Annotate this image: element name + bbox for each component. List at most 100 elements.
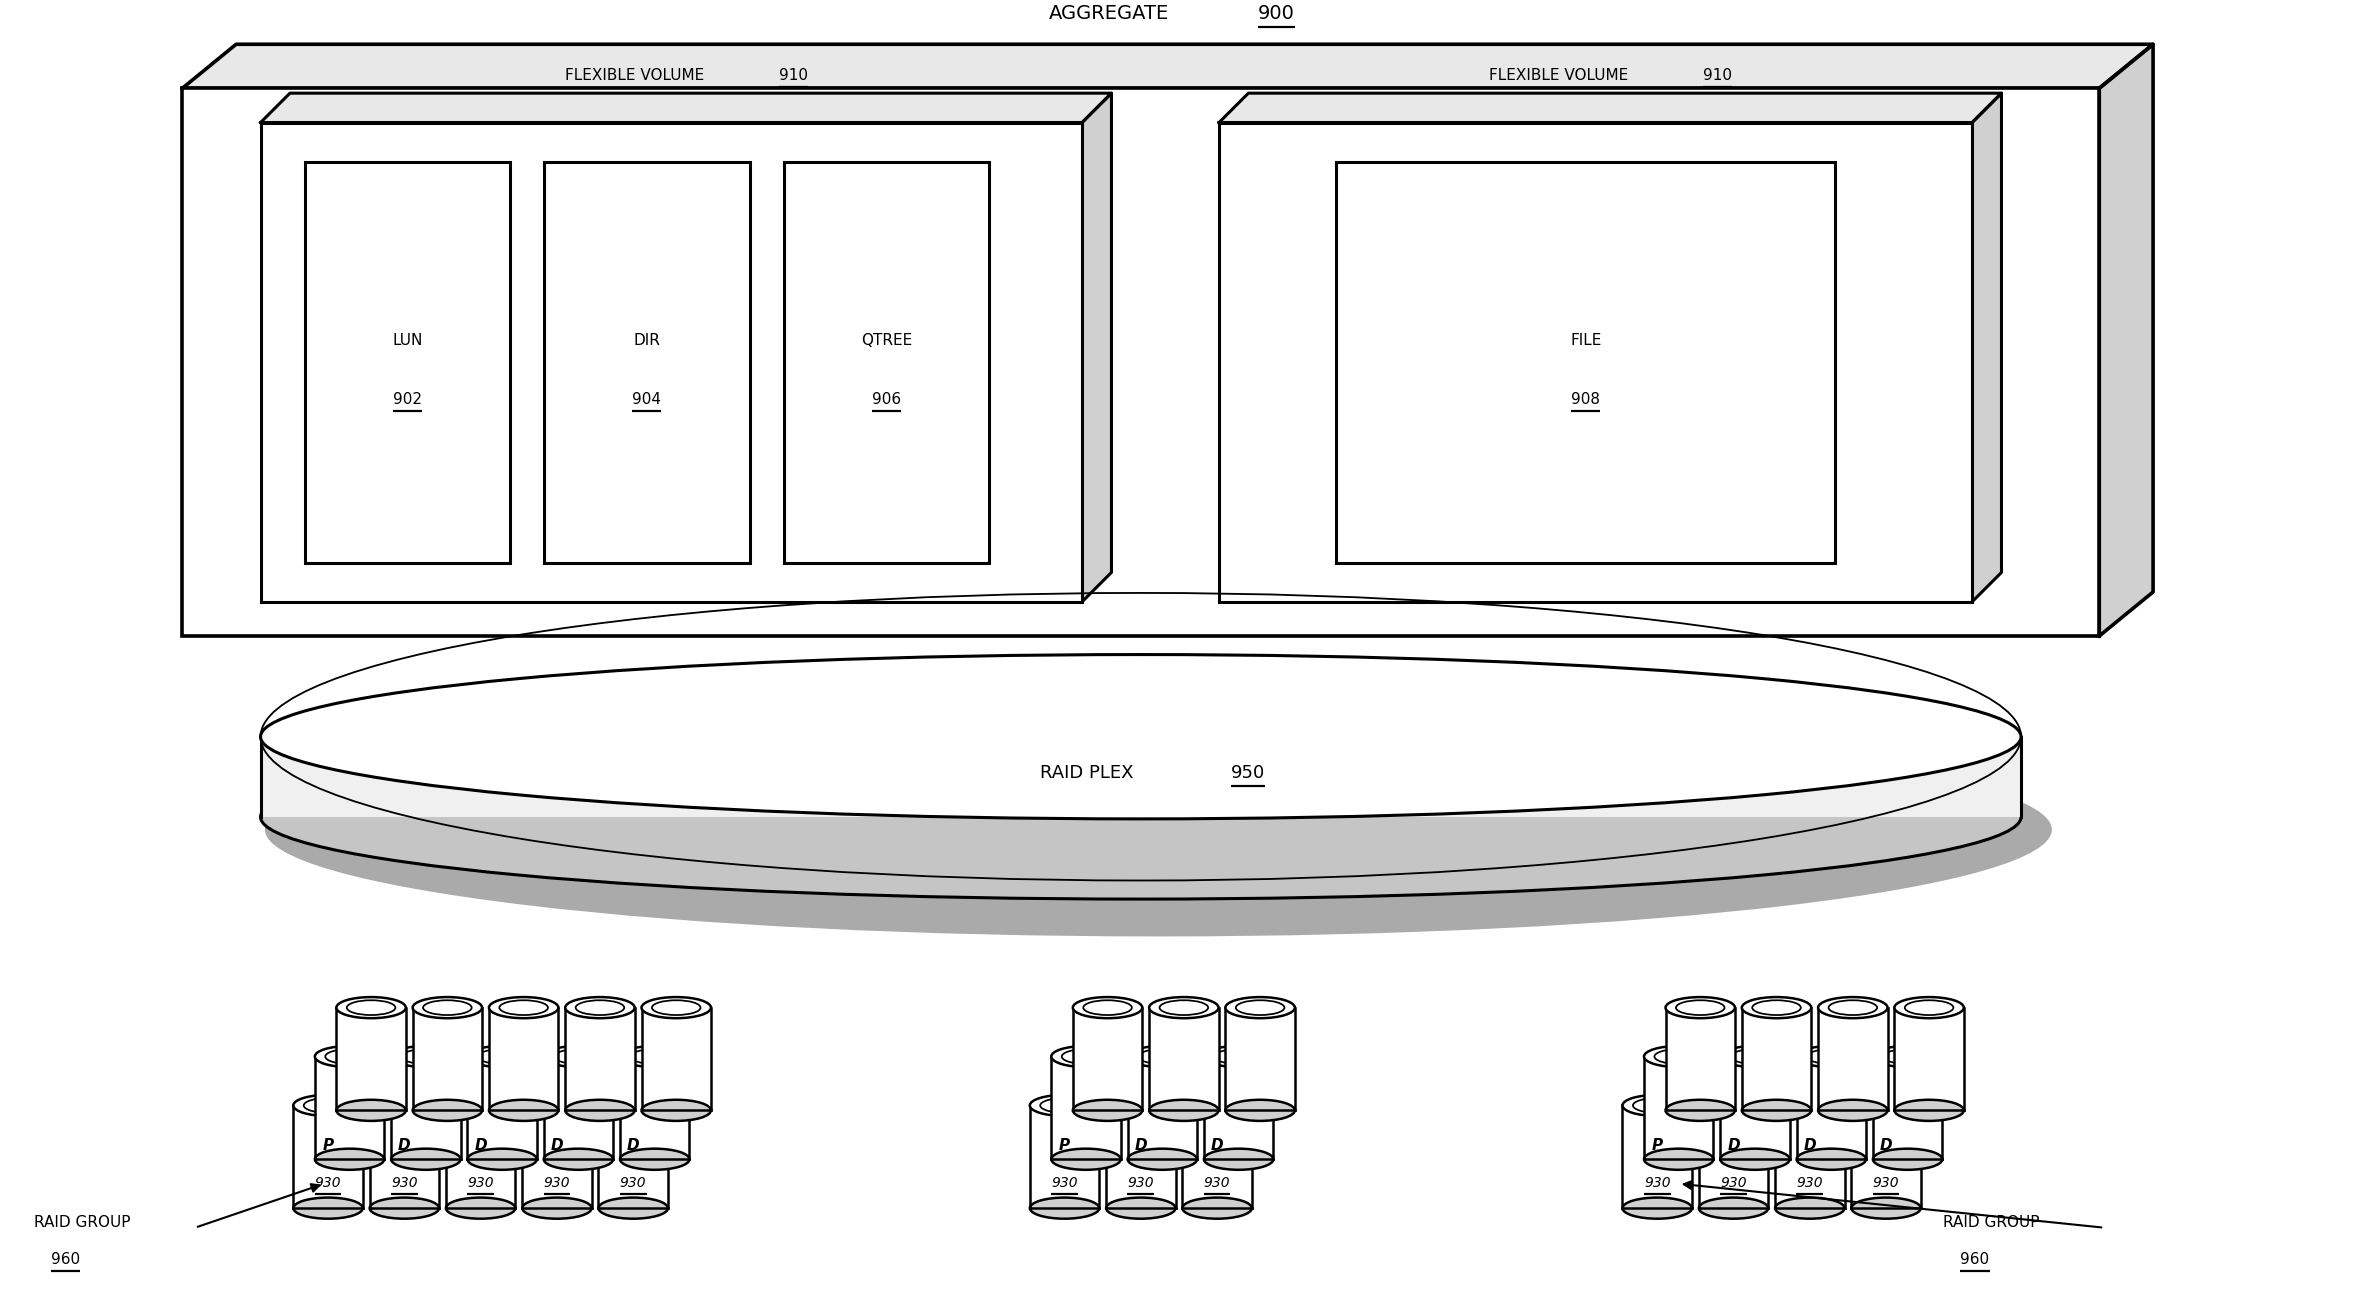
Bar (1148, 1007, 1219, 1110)
Bar (598, 1106, 668, 1208)
Ellipse shape (369, 1198, 440, 1219)
Bar (261, 736, 2021, 817)
Ellipse shape (468, 1045, 536, 1066)
Text: QTREE: QTREE (861, 333, 913, 348)
Ellipse shape (1819, 1099, 1887, 1120)
Text: D: D (1212, 1137, 1224, 1152)
Ellipse shape (391, 1045, 461, 1066)
Text: P: P (1059, 1137, 1071, 1152)
Ellipse shape (1226, 1099, 1294, 1120)
Text: P: P (322, 1137, 334, 1152)
Text: 960: 960 (1960, 1252, 1991, 1268)
Ellipse shape (1148, 997, 1219, 1018)
Bar (1873, 1056, 1941, 1160)
Ellipse shape (1106, 1095, 1176, 1116)
Bar (1798, 1056, 1866, 1160)
Text: 930: 930 (1795, 1176, 1824, 1190)
Ellipse shape (1798, 1045, 1866, 1066)
Text: RAID GROUP: RAID GROUP (1944, 1215, 2040, 1231)
Ellipse shape (261, 655, 2021, 819)
Text: 930: 930 (315, 1176, 341, 1190)
Text: 930: 930 (468, 1176, 494, 1190)
Text: FLEXIBLE VOLUME: FLEXIBLE VOLUME (1489, 68, 1628, 83)
Ellipse shape (489, 997, 558, 1018)
Bar (784, 162, 988, 563)
Ellipse shape (294, 1095, 362, 1116)
Ellipse shape (412, 1099, 482, 1120)
Ellipse shape (522, 1095, 591, 1116)
Text: 930: 930 (619, 1176, 647, 1190)
Bar (1699, 1106, 1767, 1208)
Ellipse shape (1741, 1099, 1812, 1120)
Text: 930: 930 (1645, 1176, 1671, 1190)
Ellipse shape (1873, 1149, 1941, 1170)
Bar (294, 1106, 362, 1208)
Ellipse shape (1624, 1095, 1692, 1116)
Bar (1052, 1056, 1120, 1160)
Bar (1645, 1056, 1713, 1160)
Bar (565, 1007, 635, 1110)
Bar (1720, 1056, 1791, 1160)
Text: D: D (1134, 1137, 1148, 1152)
Bar (181, 88, 2099, 636)
Text: P: P (1652, 1137, 1664, 1152)
Ellipse shape (336, 1099, 405, 1120)
Polygon shape (1972, 93, 2002, 602)
Bar (544, 162, 751, 563)
Ellipse shape (1645, 1149, 1713, 1170)
Text: AGGREGATE: AGGREGATE (1049, 4, 1169, 22)
Ellipse shape (1774, 1198, 1845, 1219)
Bar (1226, 1007, 1294, 1110)
Ellipse shape (544, 1149, 614, 1170)
Ellipse shape (1073, 1099, 1141, 1120)
Bar (261, 122, 1082, 602)
Ellipse shape (315, 1149, 384, 1170)
Text: 904: 904 (633, 392, 661, 406)
Ellipse shape (619, 1149, 689, 1170)
Polygon shape (261, 93, 1111, 122)
Ellipse shape (1852, 1198, 1920, 1219)
Ellipse shape (1798, 1149, 1866, 1170)
Ellipse shape (1852, 1095, 1920, 1116)
Ellipse shape (266, 723, 2052, 936)
Text: D: D (626, 1137, 640, 1152)
Bar (304, 162, 511, 563)
Ellipse shape (598, 1198, 668, 1219)
Bar (1624, 1106, 1692, 1208)
Ellipse shape (261, 735, 2021, 899)
Ellipse shape (294, 1198, 362, 1219)
Ellipse shape (598, 1095, 668, 1116)
Ellipse shape (1205, 1045, 1273, 1066)
Text: LUN: LUN (393, 333, 424, 348)
Polygon shape (1219, 93, 2002, 122)
Text: D: D (1727, 1137, 1739, 1152)
Polygon shape (2099, 45, 2153, 636)
Ellipse shape (1699, 1198, 1767, 1219)
Bar (489, 1007, 558, 1110)
Text: D: D (398, 1137, 412, 1152)
Bar (412, 1007, 482, 1110)
Ellipse shape (642, 1099, 711, 1120)
Ellipse shape (412, 997, 482, 1018)
Ellipse shape (1205, 1149, 1273, 1170)
Text: 906: 906 (873, 392, 901, 406)
Ellipse shape (1894, 997, 1965, 1018)
Ellipse shape (1181, 1198, 1252, 1219)
Text: 902: 902 (393, 392, 421, 406)
Text: RAID PLEX: RAID PLEX (1040, 764, 1134, 782)
Ellipse shape (1894, 1099, 1965, 1120)
Ellipse shape (489, 1099, 558, 1120)
Ellipse shape (336, 997, 405, 1018)
Text: 908: 908 (1572, 392, 1600, 406)
Bar (1774, 1106, 1845, 1208)
Ellipse shape (1720, 1045, 1791, 1066)
Text: FLEXIBLE VOLUME: FLEXIBLE VOLUME (565, 68, 704, 83)
Text: D: D (1880, 1137, 1892, 1152)
Text: D: D (1802, 1137, 1817, 1152)
Bar (1819, 1007, 1887, 1110)
Ellipse shape (1774, 1095, 1845, 1116)
Ellipse shape (1624, 1198, 1692, 1219)
Ellipse shape (544, 1045, 614, 1066)
Ellipse shape (1148, 1099, 1219, 1120)
Ellipse shape (1031, 1198, 1099, 1219)
